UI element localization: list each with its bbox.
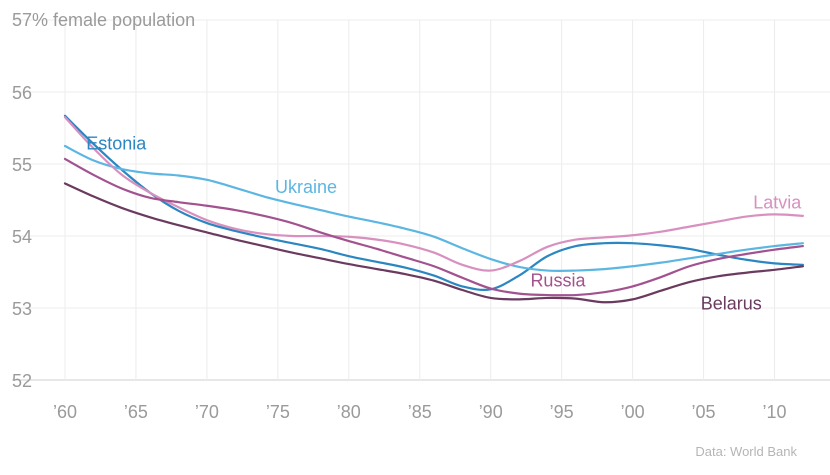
- y-axis-label: 57% female population: [12, 10, 195, 30]
- series-line-latvia: [63, 116, 804, 272]
- series-lines: [63, 114, 804, 304]
- series-line-estonia: [63, 114, 804, 292]
- series-line-belarus: [63, 182, 804, 304]
- x-axis-ticks: ’60 ’65 ’70 ’75 ’80 ’85 ’90 ’95 ’00 ’05 ’10: [53, 402, 787, 422]
- y-tick-label: 53: [12, 299, 32, 319]
- x-tick-label: ’95: [550, 402, 574, 422]
- data-source: Data: World Bank: [695, 444, 797, 459]
- y-tick-label: 52: [12, 371, 32, 391]
- x-tick-label: ’00: [621, 402, 645, 422]
- series-label-estonia: Estonia: [86, 134, 147, 154]
- series-line-ukraine: [63, 144, 804, 272]
- series-labels: Estonia Ukraine Latvia Russia Belarus: [86, 134, 802, 314]
- y-tick-label: 56: [12, 83, 32, 103]
- x-tick-label: ’65: [124, 402, 148, 422]
- series-label-latvia: Latvia: [753, 193, 802, 213]
- y-tick-label: 54: [12, 227, 32, 247]
- x-tick-label: ’05: [692, 402, 716, 422]
- x-tick-label: ’80: [337, 402, 361, 422]
- x-tick-label: ’60: [53, 402, 77, 422]
- series-label-belarus: Belarus: [701, 293, 762, 313]
- series-label-ukraine: Ukraine: [275, 177, 337, 197]
- x-tick-label: ’70: [195, 402, 219, 422]
- series-label-russia: Russia: [530, 270, 586, 290]
- x-tick-label: ’90: [479, 402, 503, 422]
- series-line-russia: [63, 157, 804, 297]
- y-tick-label: 55: [12, 155, 32, 175]
- y-axis-ticks: 52 53 54 55 56: [12, 83, 32, 391]
- x-tick-label: ’75: [266, 402, 290, 422]
- x-tick-label: ’10: [763, 402, 787, 422]
- grid: [12, 19, 830, 381]
- x-tick-label: ’85: [408, 402, 432, 422]
